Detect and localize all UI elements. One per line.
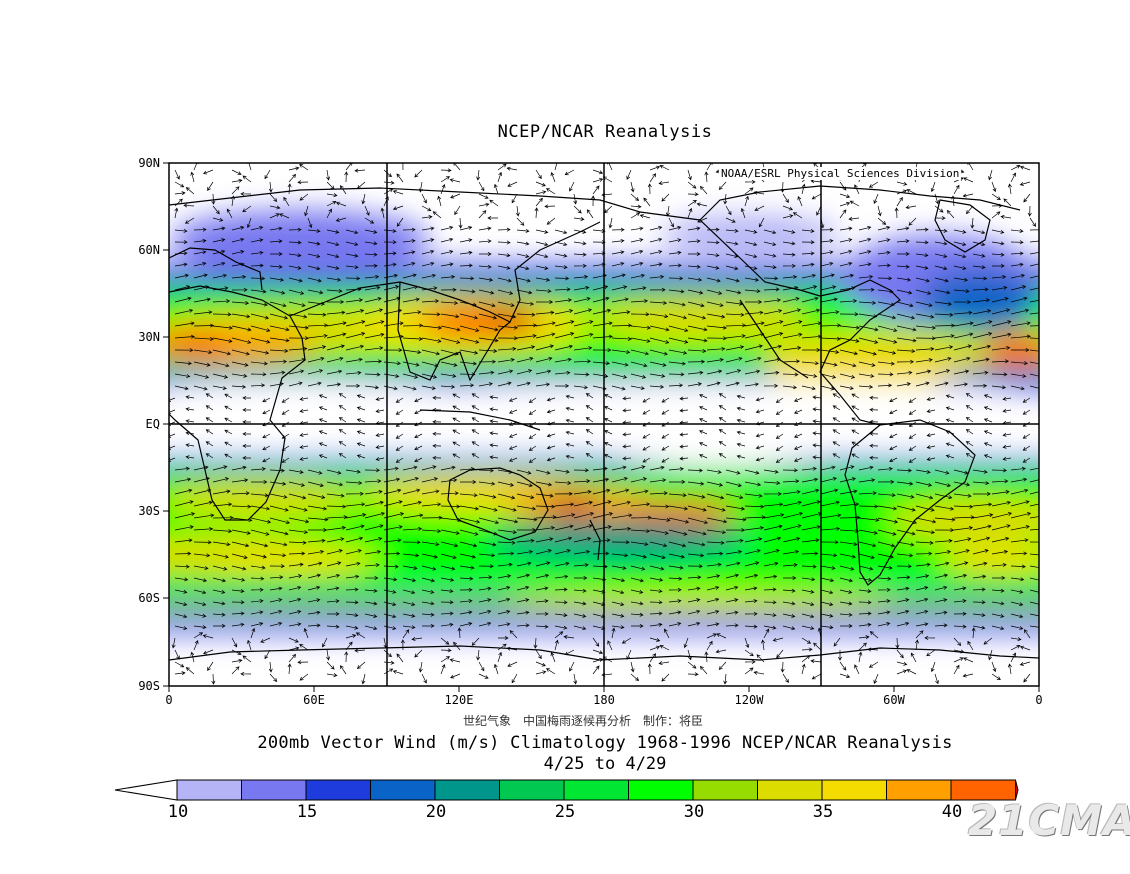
colorbar-label-20: 20: [425, 802, 447, 822]
lon-label-180: 180: [593, 693, 615, 707]
lat-label-60s: 60S: [138, 591, 160, 605]
colorbar-label-35: 35: [812, 802, 834, 822]
lat-label-30s: 30S: [138, 504, 160, 518]
colorbar-swatch: [886, 779, 952, 801]
lon-label-0-end: 0: [1035, 693, 1043, 707]
colorbar-swatch: [499, 779, 565, 801]
colorbar-label-30: 30: [683, 802, 705, 822]
colorbar-swatch: [692, 779, 758, 801]
lon-label-0: 0: [165, 693, 173, 707]
map-subtitle: 200mb Vector Wind (m/s) Climatology 1968…: [257, 733, 953, 753]
credit-label: NOAA/ESRL Physical Sciences Division: [719, 167, 962, 180]
lat-label-30n: 30N: [138, 330, 160, 344]
colorbar-label-25: 25: [554, 802, 576, 822]
colorbar-swatch: [563, 779, 629, 801]
chinese-caption: 世纪气象 中国梅雨逐候再分析 制作：将臣: [462, 714, 703, 728]
colorbar-label-10: 10: [167, 802, 189, 822]
lat-label-90s: 90S: [138, 679, 160, 693]
colorbar-swatch: [757, 779, 823, 801]
colorbar-swatch: [370, 779, 436, 801]
lat-label-90n: 90N: [138, 156, 160, 170]
colorbar-right-arrow: [1015, 779, 1019, 801]
coastlines: [169, 185, 1039, 661]
colorbar-swatch: [241, 779, 307, 801]
watermark-logo: 21CMA: [968, 796, 1130, 845]
axis-ticks: [163, 162, 1040, 692]
grid-lines: [169, 163, 1039, 686]
lat-label-eq: EQ: [145, 417, 160, 431]
colorbar-swatch: [821, 779, 887, 801]
lat-label-60n: 60N: [138, 243, 160, 257]
lon-label-120e: 120E: [444, 693, 474, 707]
colorbar-swatch: [628, 779, 694, 801]
lon-label-60w: 60W: [883, 693, 905, 707]
colorbar-label-15: 15: [296, 802, 318, 822]
lon-label-60e: 60E: [303, 693, 325, 707]
date-range: 4/25 to 4/29: [543, 754, 667, 774]
colorbar-swatch: [305, 779, 371, 801]
colorbar-label-40: 40: [941, 802, 963, 822]
colorbar-swatch: [176, 779, 242, 801]
colorbar-left-arrow: [114, 779, 178, 801]
colorbar-swatch: [434, 779, 500, 801]
lon-label-120w: 120W: [734, 693, 764, 707]
map-title: NCEP/NCAR Reanalysis: [497, 122, 713, 142]
colorbar: [114, 779, 1019, 801]
